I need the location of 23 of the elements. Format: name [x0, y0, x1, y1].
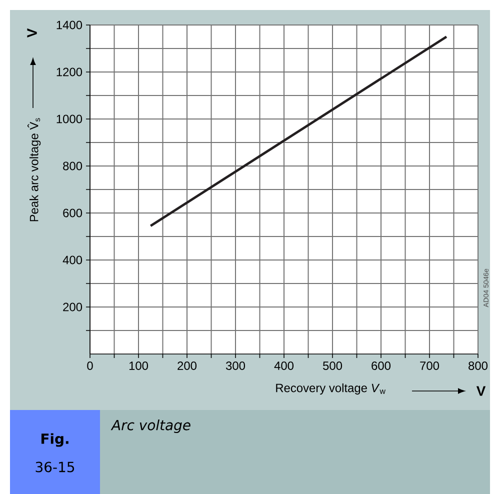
text: V	[27, 28, 37, 38]
y-tick-label: 800	[63, 162, 82, 170]
y-tick-label: 200	[63, 302, 82, 312]
y-tick-label: 1200	[56, 68, 82, 76]
x-tick-label: 0	[87, 362, 93, 370]
x-tick-label: 500	[323, 362, 342, 370]
text: 36-15	[36, 462, 74, 472]
text: Arc voltage	[110, 420, 190, 434]
x-tick-label: 600	[372, 362, 391, 370]
x-tick-label: 400	[274, 362, 294, 370]
text: V	[476, 386, 486, 396]
y-tick-label: 600	[63, 208, 82, 218]
x-tick-label: 200	[178, 362, 197, 370]
x-tick-label: 100	[130, 362, 148, 370]
x-tick-label: 800	[468, 362, 488, 370]
y-tick-label: 1400	[56, 20, 82, 30]
x-axis-title: Recovery voltage V$_{w}$	[276, 383, 386, 395]
y-axis-title: Peak arc voltage V̂$_{s}$	[28, 118, 41, 222]
x-tick-label: 700	[420, 362, 440, 370]
y-tick-label: 400	[62, 256, 82, 264]
y-tick-label: 1000	[56, 114, 82, 124]
text: Fig.	[42, 433, 68, 447]
x-tick-label: 300	[226, 362, 246, 370]
